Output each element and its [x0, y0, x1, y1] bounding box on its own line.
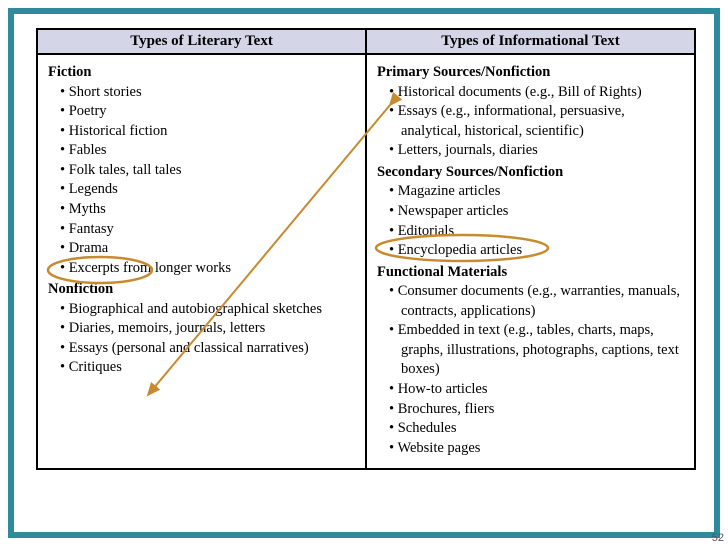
table-body: Fiction Short stories Poetry Historical … — [38, 55, 694, 468]
secondary-sources-list: Magazine articles Newspaper articles Edi… — [389, 182, 686, 260]
list-item: Brochures, fliers — [389, 400, 686, 420]
nonfiction-heading: Nonfiction — [48, 280, 357, 300]
functional-materials-list: Consumer documents (e.g., warranties, ma… — [389, 282, 686, 458]
list-item: Diaries, memoirs, journals, letters — [60, 319, 357, 339]
list-item: Essays (personal and classical narrative… — [60, 339, 357, 359]
list-item: Folk tales, tall tales — [60, 161, 357, 181]
list-item: Short stories — [60, 83, 357, 103]
list-item: Critiques — [60, 358, 357, 378]
list-item: Legends — [60, 180, 357, 200]
nonfiction-list: Biographical and autobiographical sketch… — [60, 300, 357, 378]
list-item: How-to articles — [389, 380, 686, 400]
list-item: Fables — [60, 141, 357, 161]
list-item: Editorials — [389, 222, 686, 242]
header-informational: Types of Informational Text — [367, 30, 694, 53]
primary-sources-list: Historical documents (e.g., Bill of Righ… — [389, 83, 686, 161]
table-header-row: Types of Literary Text Types of Informat… — [38, 30, 694, 55]
secondary-sources-heading: Secondary Sources/Nonfiction — [377, 163, 686, 183]
functional-materials-heading: Functional Materials — [377, 263, 686, 283]
list-item: Historical documents (e.g., Bill of Righ… — [389, 83, 686, 103]
list-item: Poetry — [60, 102, 357, 122]
literary-column: Fiction Short stories Poetry Historical … — [38, 55, 367, 468]
list-item: Encyclopedia articles — [389, 241, 686, 261]
fiction-heading: Fiction — [48, 63, 357, 83]
primary-sources-heading: Primary Sources/Nonfiction — [377, 63, 686, 83]
list-item: Fantasy — [60, 220, 357, 240]
list-item: Embedded in text (e.g., tables, charts, … — [389, 321, 686, 380]
comparison-table: Types of Literary Text Types of Informat… — [36, 28, 696, 470]
list-item: Myths — [60, 200, 357, 220]
list-item: Excerpts from longer works — [60, 259, 357, 279]
page-number: 52 — [712, 532, 724, 544]
list-item: Magazine articles — [389, 182, 686, 202]
list-item: Drama — [60, 239, 357, 259]
informational-column: Primary Sources/Nonfiction Historical do… — [367, 55, 694, 468]
list-item: Newspaper articles — [389, 202, 686, 222]
header-literary: Types of Literary Text — [38, 30, 367, 53]
list-item: Consumer documents (e.g., warranties, ma… — [389, 282, 686, 321]
list-item: Website pages — [389, 439, 686, 459]
fiction-list: Short stories Poetry Historical fiction … — [60, 83, 357, 279]
list-item: Biographical and autobiographical sketch… — [60, 300, 357, 320]
list-item: Essays (e.g., informational, persuasive,… — [389, 102, 686, 141]
list-item: Historical fiction — [60, 122, 357, 142]
list-item: Letters, journals, diaries — [389, 141, 686, 161]
slide-frame: Types of Literary Text Types of Informat… — [8, 8, 720, 538]
list-item: Schedules — [389, 419, 686, 439]
